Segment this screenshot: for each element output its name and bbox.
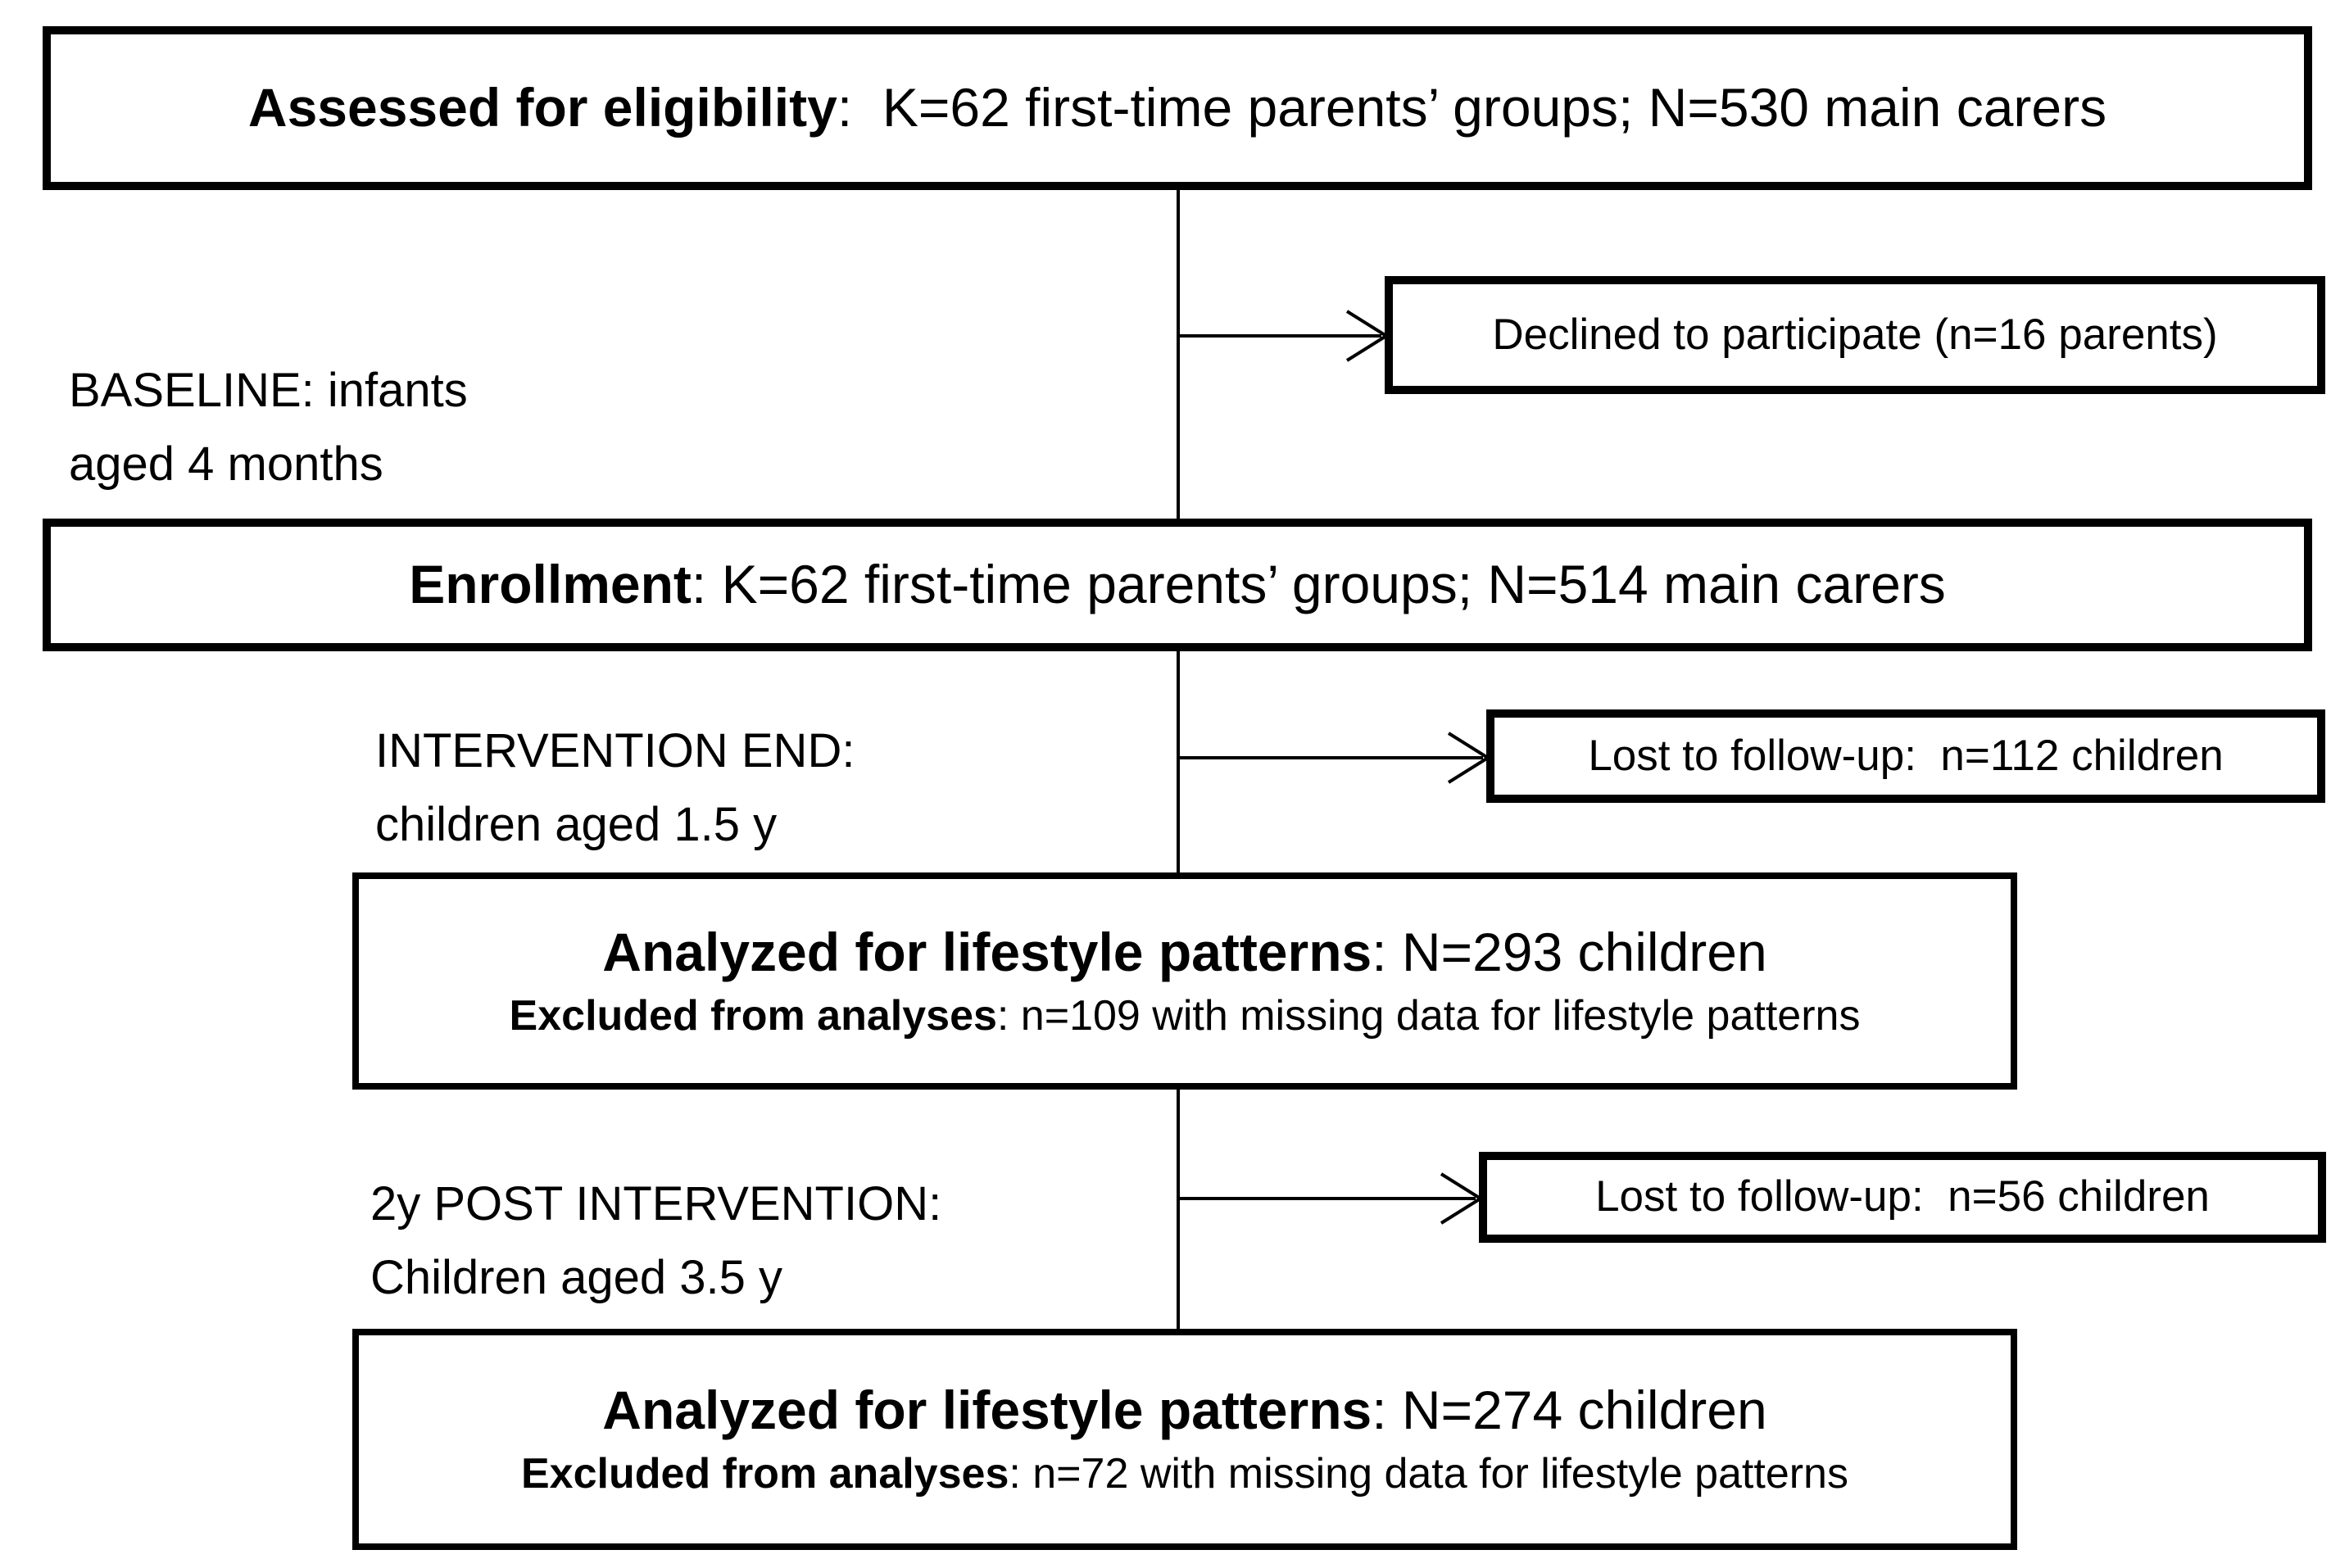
analyzed-1-line2: Excluded from analyses: n=109 with missi… [510, 992, 1861, 1041]
box-lost-followup-2: Lost to follow-up: n=56 children [1479, 1152, 2326, 1243]
analyzed-2-line2-rest: : n=72 with missing data for lifestyle p… [1009, 1450, 1848, 1498]
stage-label-post-intervention: 2y POST INTERVENTION: Children aged 3.5 … [370, 1167, 941, 1315]
stage-label-intervention-end: INTERVENTION END: children aged 1.5 y [375, 714, 855, 862]
stage-label-baseline: BASELINE: infants aged 4 months [69, 354, 468, 501]
assessed-eligibility-text: Assessed for eligibility: K=62 first-tim… [248, 77, 2107, 139]
box-declined: Declined to participate (n=16 parents) [1385, 276, 2325, 394]
box-analyzed-2: Analyzed for lifestyle patterns: N=274 c… [352, 1329, 2017, 1550]
declined-text: Declined to participate (n=16 parents) [1492, 310, 2218, 359]
analyzed-1-line2-bold: Excluded from analyses [509, 991, 997, 1040]
analyzed-1-line2-rest: : n=109 with missing data for lifestyle … [996, 991, 1861, 1040]
analyzed-1-line1-bold: Analyzed for lifestyle patterns [602, 921, 1372, 982]
box-analyzed-1: Analyzed for lifestyle patterns: N=293 c… [352, 872, 2017, 1090]
post-intervention-line2: Children aged 3.5 y [370, 1250, 782, 1304]
enrollment-label-rest: : K=62 first-time parents’ groups; N=514… [691, 554, 1946, 615]
baseline-line2: aged 4 months [69, 437, 383, 491]
intervention-end-line2: children aged 1.5 y [375, 797, 778, 851]
intervention-end-line1: INTERVENTION END: [375, 724, 855, 777]
lost-followup-1-text: Lost to follow-up: n=112 children [1588, 731, 2224, 780]
box-assessed-eligibility: Assessed for eligibility: K=62 first-tim… [43, 26, 2312, 190]
baseline-line1: BASELINE: infants [69, 364, 468, 417]
analyzed-1-line1-rest: : N=293 children [1372, 921, 1767, 982]
enrollment-label-bold: Enrollment [409, 554, 692, 615]
lost-followup-2-text: Lost to follow-up: n=56 children [1595, 1172, 2210, 1221]
box-enrollment: Enrollment: K=62 first-time parents’ gro… [43, 519, 2312, 651]
flow-arrow-lost1 [1180, 732, 1491, 784]
analyzed-2-line2-bold: Excluded from analyses [521, 1450, 1009, 1498]
flow-arrow-declined [1180, 310, 1390, 362]
box-lost-followup-1: Lost to follow-up: n=112 children [1486, 709, 2325, 803]
flow-arrow-lost2 [1180, 1172, 1484, 1225]
post-intervention-line1: 2y POST INTERVENTION: [370, 1177, 942, 1230]
enrollment-text: Enrollment: K=62 first-time parents’ gro… [409, 554, 1946, 616]
assessed-eligibility-label-rest: : K=62 first-time parents’ groups; N=530… [837, 77, 2107, 138]
analyzed-1-line1: Analyzed for lifestyle patterns: N=293 c… [602, 922, 1766, 984]
assessed-eligibility-label-bold: Assessed for eligibility [247, 77, 837, 138]
analyzed-2-line1-bold: Analyzed for lifestyle patterns [602, 1380, 1372, 1441]
analyzed-2-line2: Excluded from analyses: n=72 with missin… [521, 1450, 1848, 1499]
analyzed-2-line1: Analyzed for lifestyle patterns: N=274 c… [602, 1380, 1766, 1442]
analyzed-2-line1-rest: : N=274 children [1372, 1380, 1767, 1441]
